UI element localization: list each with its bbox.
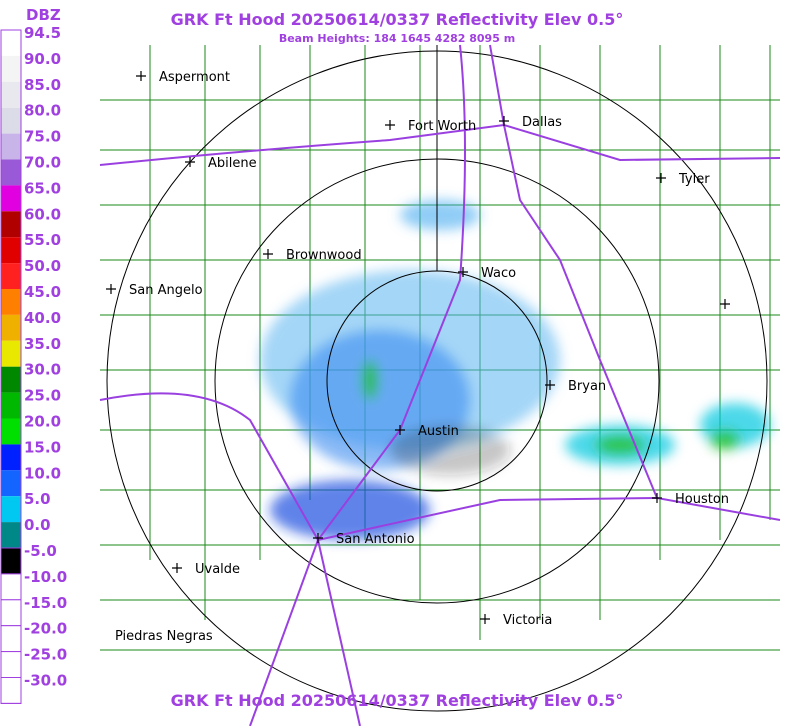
- city-label: Abilene: [208, 156, 257, 171]
- legend-label: 20.0: [24, 413, 61, 431]
- city-label: Victoria: [503, 613, 552, 628]
- legend-swatch: [1, 314, 21, 341]
- legend-label: 10.0: [24, 464, 61, 482]
- legend-swatch: [1, 55, 21, 82]
- subtitle: Beam Heights: 184 1645 4282 8095 m: [279, 32, 515, 45]
- city-marker: [172, 563, 182, 573]
- city-marker: [385, 120, 395, 130]
- city-marker: [185, 157, 195, 167]
- legend-label: 70.0: [24, 154, 61, 172]
- legend-label: -30.0: [24, 672, 67, 690]
- legend-unit: DBZ: [26, 6, 61, 24]
- legend-swatch: [1, 522, 21, 548]
- legend-swatch: [0, 677, 22, 704]
- legend-swatch: [0, 547, 22, 575]
- legend-swatch: [1, 392, 21, 419]
- city-label: San Angelo: [129, 283, 203, 298]
- city-label: San Antonio: [336, 532, 415, 547]
- legend-label: 35.0: [24, 335, 61, 353]
- city-marker: [313, 533, 323, 543]
- legend-label: 0.0: [24, 516, 51, 534]
- city-label: Fort Worth: [408, 119, 476, 134]
- legend-swatch: [1, 496, 21, 523]
- city-label: Dallas: [522, 115, 562, 130]
- legend-label: 50.0: [24, 257, 61, 275]
- legend-label: 15.0: [24, 438, 61, 456]
- legend-swatch: [1, 470, 21, 497]
- city-marker: [106, 284, 116, 294]
- legend-swatch: [1, 340, 21, 367]
- legend-label: 45.0: [24, 283, 61, 301]
- city-marker: [652, 493, 662, 503]
- footer-title: GRK Ft Hood 20250614/0337 Reflectivity E…: [171, 691, 624, 710]
- legend-swatch: [1, 237, 21, 264]
- legend-swatch: [1, 107, 21, 134]
- city-marker: [395, 425, 405, 435]
- legend-swatch: [1, 289, 21, 315]
- legend-swatch: [0, 651, 22, 678]
- city-marker: [136, 71, 146, 81]
- legend-label: 40.0: [24, 309, 61, 327]
- city-marker: [545, 380, 555, 390]
- legend-swatch: [0, 599, 22, 627]
- city-label: Austin: [418, 424, 459, 439]
- city-label: Brownwood: [286, 248, 362, 263]
- city-label: Houston: [675, 492, 729, 507]
- city-marker: [499, 116, 509, 126]
- city-label: Waco: [481, 266, 516, 281]
- legend-label: 94.5: [24, 24, 61, 42]
- legend-swatch: [0, 625, 22, 653]
- legend-swatch: [0, 573, 22, 601]
- legend-label: 55.0: [24, 231, 61, 249]
- legend-swatch: [1, 366, 21, 393]
- legend-label: 80.0: [24, 102, 61, 120]
- city-label: Uvalde: [195, 562, 240, 577]
- range-rings: [106, 45, 768, 712]
- city-marker: [263, 249, 273, 259]
- legend-frame: [0, 29, 22, 704]
- legend-label: -25.0: [24, 646, 67, 664]
- legend-swatch: [1, 263, 21, 289]
- legend-label: 65.0: [24, 179, 61, 197]
- title: GRK Ft Hood 20250614/0337 Reflectivity E…: [171, 10, 624, 29]
- legend-label: -10.0: [24, 568, 67, 586]
- legend-label: 5.0: [24, 490, 51, 508]
- city-label: Tyler: [678, 172, 710, 187]
- legend-label: 25.0: [24, 387, 61, 405]
- city-label: Aspermont: [159, 70, 230, 85]
- legend-label: -15.0: [24, 594, 67, 612]
- legend-label: 30.0: [24, 361, 61, 379]
- legend-swatch: [1, 159, 21, 186]
- legend-swatch: [1, 133, 21, 160]
- legend: DBZ 94.5 90.0 85.0 80.0 75.0 70.0 65.0 60.0 55.0…: [0, 6, 67, 704]
- cities: Aspermont Fort Worth Dallas Abilene Tyler Bro…: [106, 70, 730, 644]
- legend-label: 85.0: [24, 76, 61, 94]
- city-label: Bryan: [568, 379, 606, 394]
- legend-label: -20.0: [24, 620, 67, 638]
- city-marker: [656, 173, 666, 183]
- legend-label: 90.0: [24, 50, 61, 68]
- city-marker: [480, 614, 490, 624]
- legend-swatch: [1, 81, 21, 108]
- legend-swatch: [1, 211, 21, 238]
- legend-swatch: [1, 418, 21, 445]
- legend-swatch: [1, 444, 21, 471]
- city-marker: [720, 299, 730, 309]
- legend-swatch: [1, 185, 21, 212]
- legend-label: 60.0: [24, 205, 61, 223]
- legend-label: -5.0: [24, 542, 57, 560]
- city-label: Piedras Negras: [115, 629, 213, 644]
- legend-label: 75.0: [24, 128, 61, 146]
- legend-swatch: [1, 30, 21, 56]
- city-marker: [458, 267, 468, 277]
